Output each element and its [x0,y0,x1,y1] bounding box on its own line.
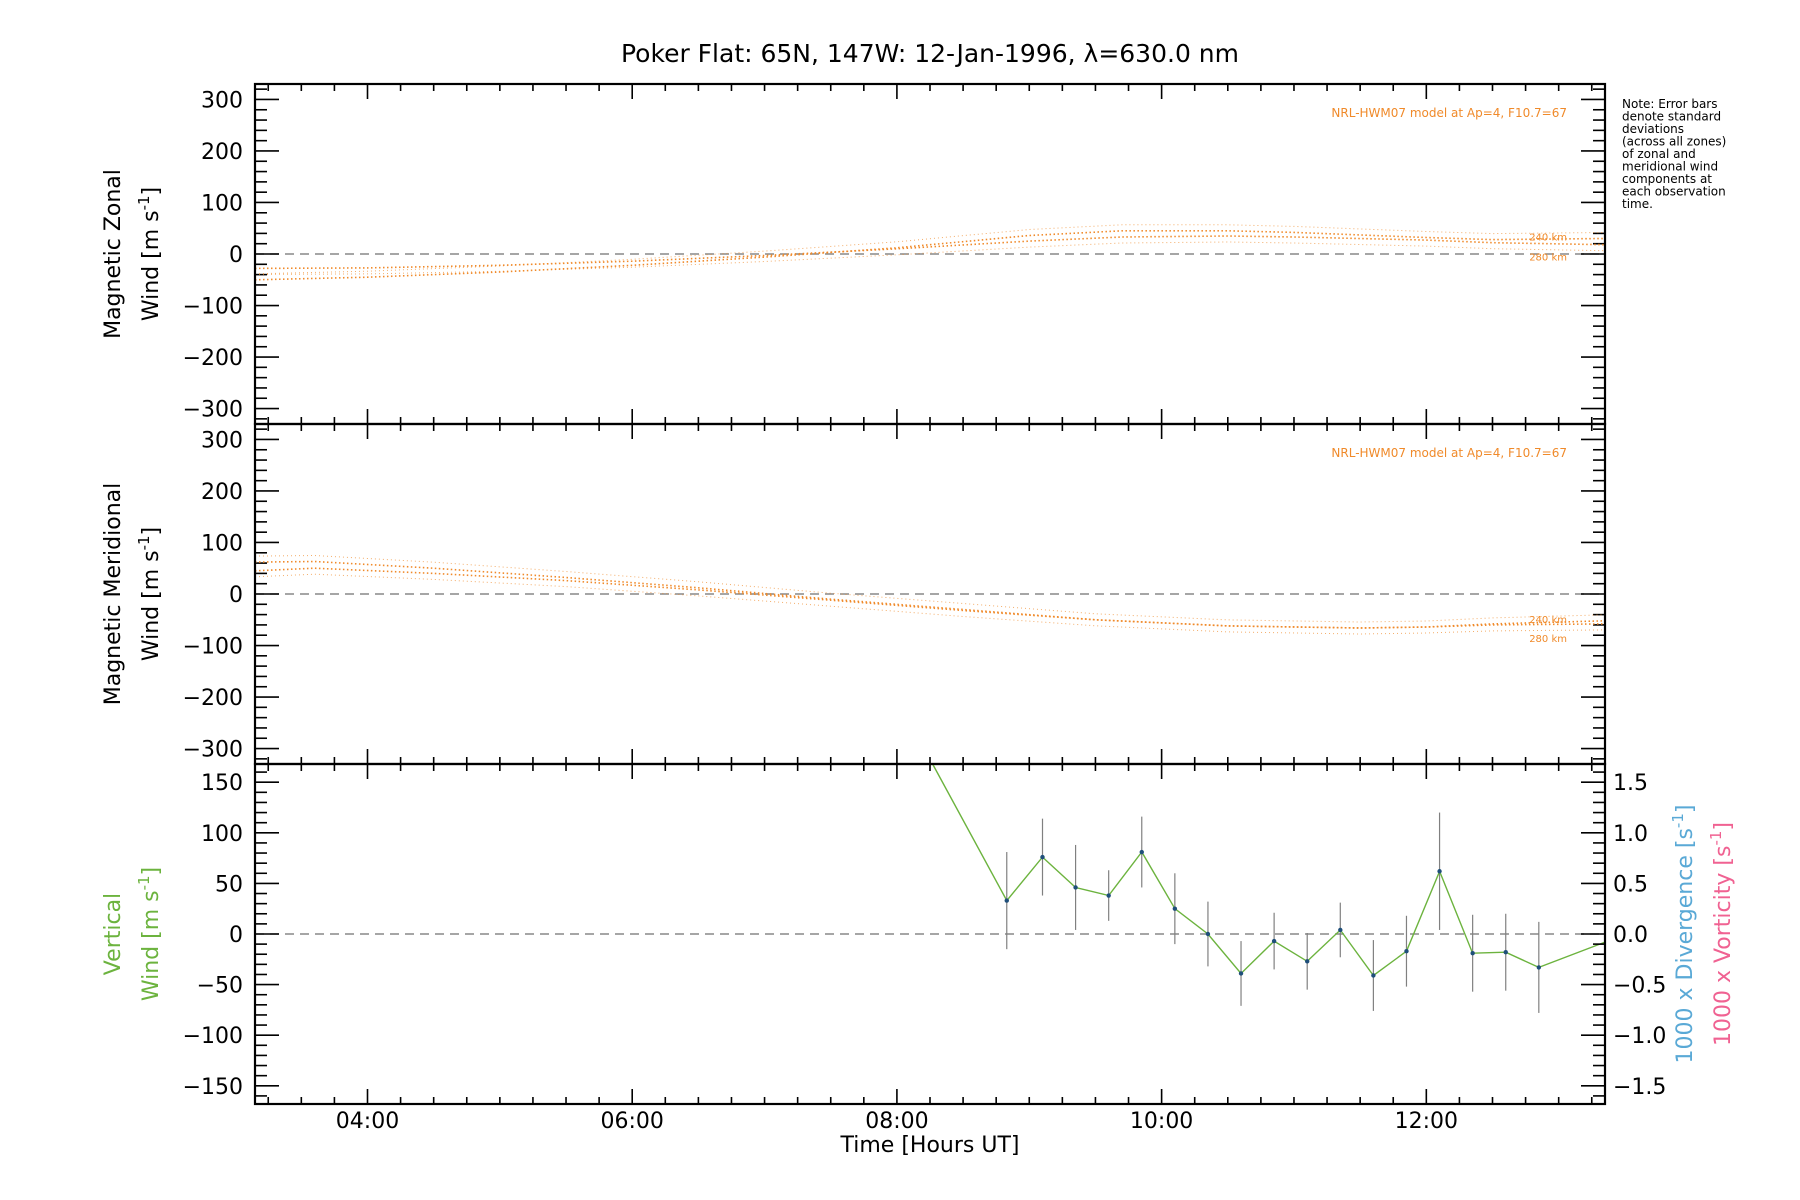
model-series-band [254,241,1606,275]
x-axis-label: Time [Hours UT] [840,1133,1020,1158]
note-line: meridional wind [1622,160,1718,174]
x-axis: 04:00 06:00 08:00 10:00 12:00 [336,1109,1458,1134]
x-tick-label: 06:00 [601,1109,664,1134]
altitude-label-240km: 240 km [1529,233,1567,244]
note-line: time. [1622,197,1653,211]
chart-title: Poker Flat: 65N, 147W: 12-Jan-1996, λ=63… [621,39,1239,68]
panel-magnetic-zonal-wind: −300 −200 −100 0 100 200 300 Magnetic Zonal Wind… [101,82,1607,426]
vertical-wind-point [1205,931,1211,937]
altitude-label-280km: 280 km [1529,634,1567,645]
divergence-axis-label: 1000 x Divergence [s-1] [1669,805,1698,1064]
y-tick-label: 200 [201,480,243,505]
vertical-wind-point [1172,906,1178,911]
vertical-wind-point [1536,965,1542,970]
y-tick-label: 300 [201,428,243,453]
model-series-band [254,573,1606,635]
y-axis-label-line2: Wind [m s-1] [135,867,164,1001]
note-line: each observation [1622,185,1726,199]
panel-magnetic-meridional-wind: −300 −200 −100 0 100 200 300 Magnetic Meridiona… [101,422,1607,766]
y-axis-label-line2: Wind [m s-1] [135,527,164,661]
altitude-label-280km: 280 km [1529,253,1567,264]
vertical-wind-point [1271,938,1277,944]
right-y-tick-label: 0.0 [1613,923,1648,948]
panel-vertical-wind: −150 −100 −50 0 50 100 150 Vertical Wind [m s-1]… [101,762,1736,1106]
model-label: NRL-HWM07 model at Ap=4, F10.7=67 [1331,446,1567,460]
note-line: deviations [1622,122,1684,136]
altitude-label-240km: 240 km [1529,615,1567,626]
vertical-wind-point [1139,849,1144,855]
right-y-tick-label: 0.5 [1613,872,1648,897]
y-tick-label: −50 [197,974,243,999]
y-tick-label: 50 [215,872,243,897]
y-axis-label-line1: Magnetic Meridional [101,483,126,705]
model-series-280km [254,567,1606,629]
y-ticks [255,88,1605,420]
right-y-tick-label: 1.0 [1613,822,1648,847]
right-y-tick-label: −1.5 [1613,1075,1666,1100]
vorticity-axis-label: 1000 x Vorticity [s-1] [1707,822,1736,1046]
y-tick-label: −200 [183,686,243,711]
right-y-tick-label: 1.5 [1613,771,1648,796]
vertical-wind-line [931,763,1606,977]
vertical-wind-point [1404,949,1409,954]
y-tick-label: 0 [229,243,243,268]
y-tick-label: 0 [229,923,243,948]
y-tick-label: −150 [183,1075,243,1100]
vertical-wind-point [1338,927,1343,933]
y-axis-label-line2: Wind [m s-1] [135,187,164,321]
model-series-band [254,554,1606,623]
y-tick-label: 100 [201,822,243,847]
vertical-wind-point [1004,898,1009,903]
model-series-band [254,224,1606,275]
vertical-wind-point [1371,973,1376,978]
y-tick-label: 200 [201,140,243,165]
x-tick-label: 04:00 [336,1109,399,1134]
vertical-wind-point [1106,893,1111,898]
y-ticks [255,428,1605,760]
right-y-tick-label: −1.0 [1613,1024,1666,1049]
y-tick-label: 150 [201,771,243,796]
y-axis-label-line1: Vertical [101,893,126,975]
model-label: NRL-HWM07 model at Ap=4, F10.7=67 [1331,106,1567,120]
x-tick-label: 08:00 [865,1109,928,1134]
y-tick-label: −200 [183,346,243,371]
y-axis-label-line1: Magnetic Zonal [101,169,126,339]
y-tick-label: 300 [201,88,243,113]
y-tick-label: −100 [183,635,243,660]
x-ticks [267,84,1593,424]
y-tick-label: 0 [229,583,243,608]
panel-frame [253,762,1607,1106]
x-tick-label: 10:00 [1130,1109,1193,1134]
vertical-wind-point [1470,951,1475,956]
y-tick-label: −100 [183,1024,243,1049]
y-tick-label: −300 [183,398,243,423]
note-line: components at [1622,172,1712,186]
vertical-wind-point [1073,885,1078,890]
y-tick-label: 100 [201,191,243,216]
vertical-wind-point [1437,869,1442,874]
y-tick-label: 100 [201,531,243,556]
right-y-tick-label: −0.5 [1613,974,1666,999]
model-series-240km [254,560,1606,629]
note-line: (across all zones) [1622,135,1726,149]
y-ticks [255,771,279,1097]
y-tick-label: −100 [183,295,243,320]
x-ticks [267,424,1593,764]
model-series-240km [254,230,1606,281]
x-ticks [267,764,1593,1104]
note-line: denote standard [1622,110,1721,124]
right-y-ticks [1581,771,1605,1097]
vertical-wind-point [1238,971,1244,976]
vertical-wind-point [1305,959,1310,964]
vertical-wind-point [1040,854,1045,860]
x-tick-label: 12:00 [1395,1109,1458,1134]
note-line: Note: Error bars [1622,97,1717,111]
note-line: of zonal and [1622,147,1696,161]
y-tick-label: −300 [183,738,243,763]
model-series-280km [254,235,1606,270]
vertical-wind-point [1503,950,1508,955]
